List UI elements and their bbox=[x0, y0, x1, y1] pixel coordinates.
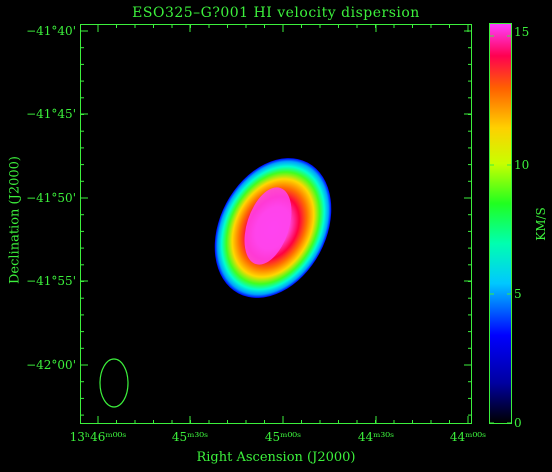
x-axis-label: Right Ascension (J2000) bbox=[196, 450, 356, 465]
beam-ellipse bbox=[99, 358, 129, 408]
colorbar-tick-label: 15 bbox=[514, 25, 529, 39]
y-tick-label: −41°55' bbox=[26, 274, 76, 288]
galaxy-core bbox=[244, 187, 292, 265]
x-tick-label: 44ᵐ³⁰ˢ bbox=[358, 430, 394, 444]
colorbar bbox=[490, 24, 511, 423]
x-tick-label: 13ʰ46ᵐ⁰⁰ˢ bbox=[70, 430, 127, 444]
x-tick-label: 44ᵐ⁰⁰ˢ bbox=[450, 430, 486, 444]
x-tick-label: 45ᵐ⁰⁰ˢ bbox=[265, 430, 301, 444]
y-tick-marks bbox=[80, 30, 472, 416]
colorbar-tick-label: 10 bbox=[514, 158, 529, 172]
y-tick-label: −41°40' bbox=[26, 24, 76, 38]
y-tick-label: −41°50' bbox=[26, 191, 76, 205]
y-tick-label: −41°45' bbox=[26, 107, 76, 121]
y-tick-label: −42°00' bbox=[26, 358, 76, 372]
plot-title: ESO325–G?001 HI velocity dispersion bbox=[132, 5, 420, 21]
colorbar-tick-marks bbox=[490, 35, 511, 424]
velocity-dispersion-map bbox=[214, 158, 332, 298]
colorbar-tick-label: 0 bbox=[514, 416, 522, 430]
colorbar-frame bbox=[489, 23, 512, 424]
plot-frame bbox=[80, 24, 472, 424]
x-tick-label: 45ᵐ³⁰ˢ bbox=[172, 430, 208, 444]
x-tick-marks bbox=[97, 24, 469, 424]
colorbar-tick-label: 5 bbox=[514, 287, 522, 301]
